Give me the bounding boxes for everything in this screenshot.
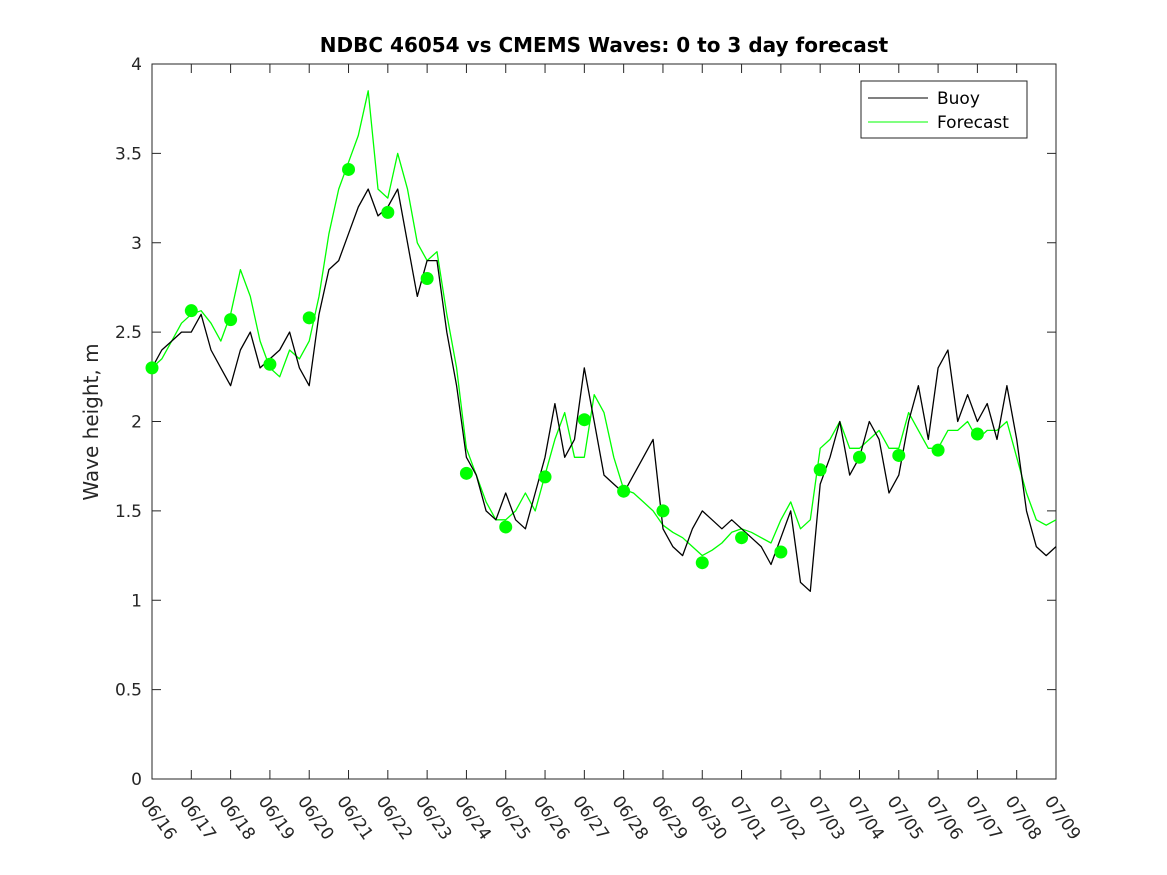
- plot-area: 00.511.522.533.54 06/1606/1706/1806/1906…: [115, 55, 1084, 844]
- y-tick-label: 2.5: [115, 323, 142, 343]
- series-line-buoy: [151, 188, 1057, 592]
- chart-title: NDBC 46054 vs CMEMS Waves: 0 to 3 day fo…: [320, 33, 889, 57]
- y-tick-label: 3.5: [115, 144, 142, 164]
- forecast-marker: [774, 545, 788, 559]
- legend-buoy-label: Buoy: [937, 89, 980, 109]
- forecast-marker: [695, 556, 709, 570]
- forecast-marker: [184, 304, 198, 318]
- y-tick-label: 0.5: [115, 681, 142, 701]
- y-tick-label: 4: [131, 55, 142, 75]
- forecast-marker: [420, 272, 434, 285]
- forecast-marker: [931, 443, 945, 457]
- forecast-markers: [145, 162, 984, 570]
- forecast-marker: [577, 413, 591, 427]
- y-tick-label: 3: [131, 234, 142, 254]
- forecast-marker: [538, 470, 552, 484]
- legend-forecast-label: Forecast: [937, 113, 1009, 133]
- forecast-marker: [224, 313, 238, 327]
- forecast-marker: [617, 484, 631, 498]
- forecast-marker: [342, 162, 356, 176]
- forecast-marker: [263, 357, 277, 371]
- y-tick-label: 0: [131, 770, 142, 790]
- y-tick-label: 1.5: [115, 502, 142, 522]
- y-tick-label: 2: [131, 413, 142, 433]
- forecast-marker: [381, 205, 395, 219]
- forecast-marker: [656, 504, 670, 518]
- forecast-marker: [499, 520, 513, 534]
- y-tick-label: 1: [131, 591, 142, 611]
- y-axis-label: Wave height, m: [79, 343, 103, 500]
- axes-box: [151, 63, 1057, 780]
- forecast-marker: [302, 311, 316, 325]
- series-layer: [151, 90, 1057, 592]
- forecast-marker: [852, 450, 866, 464]
- forecast-marker: [735, 531, 749, 545]
- legend: Buoy Forecast: [860, 80, 1028, 139]
- forecast-marker: [892, 448, 906, 462]
- y-axis: 0 0.5 1 1.5 2 2.5 3 3.5 4: [115, 55, 1056, 790]
- forecast-marker: [813, 463, 827, 477]
- legend-box: [860, 80, 1028, 139]
- forecast-marker: [459, 466, 473, 480]
- series-line-forecast: [151, 90, 1057, 557]
- forecast-marker: [145, 361, 159, 375]
- forecast-marker: [970, 427, 984, 441]
